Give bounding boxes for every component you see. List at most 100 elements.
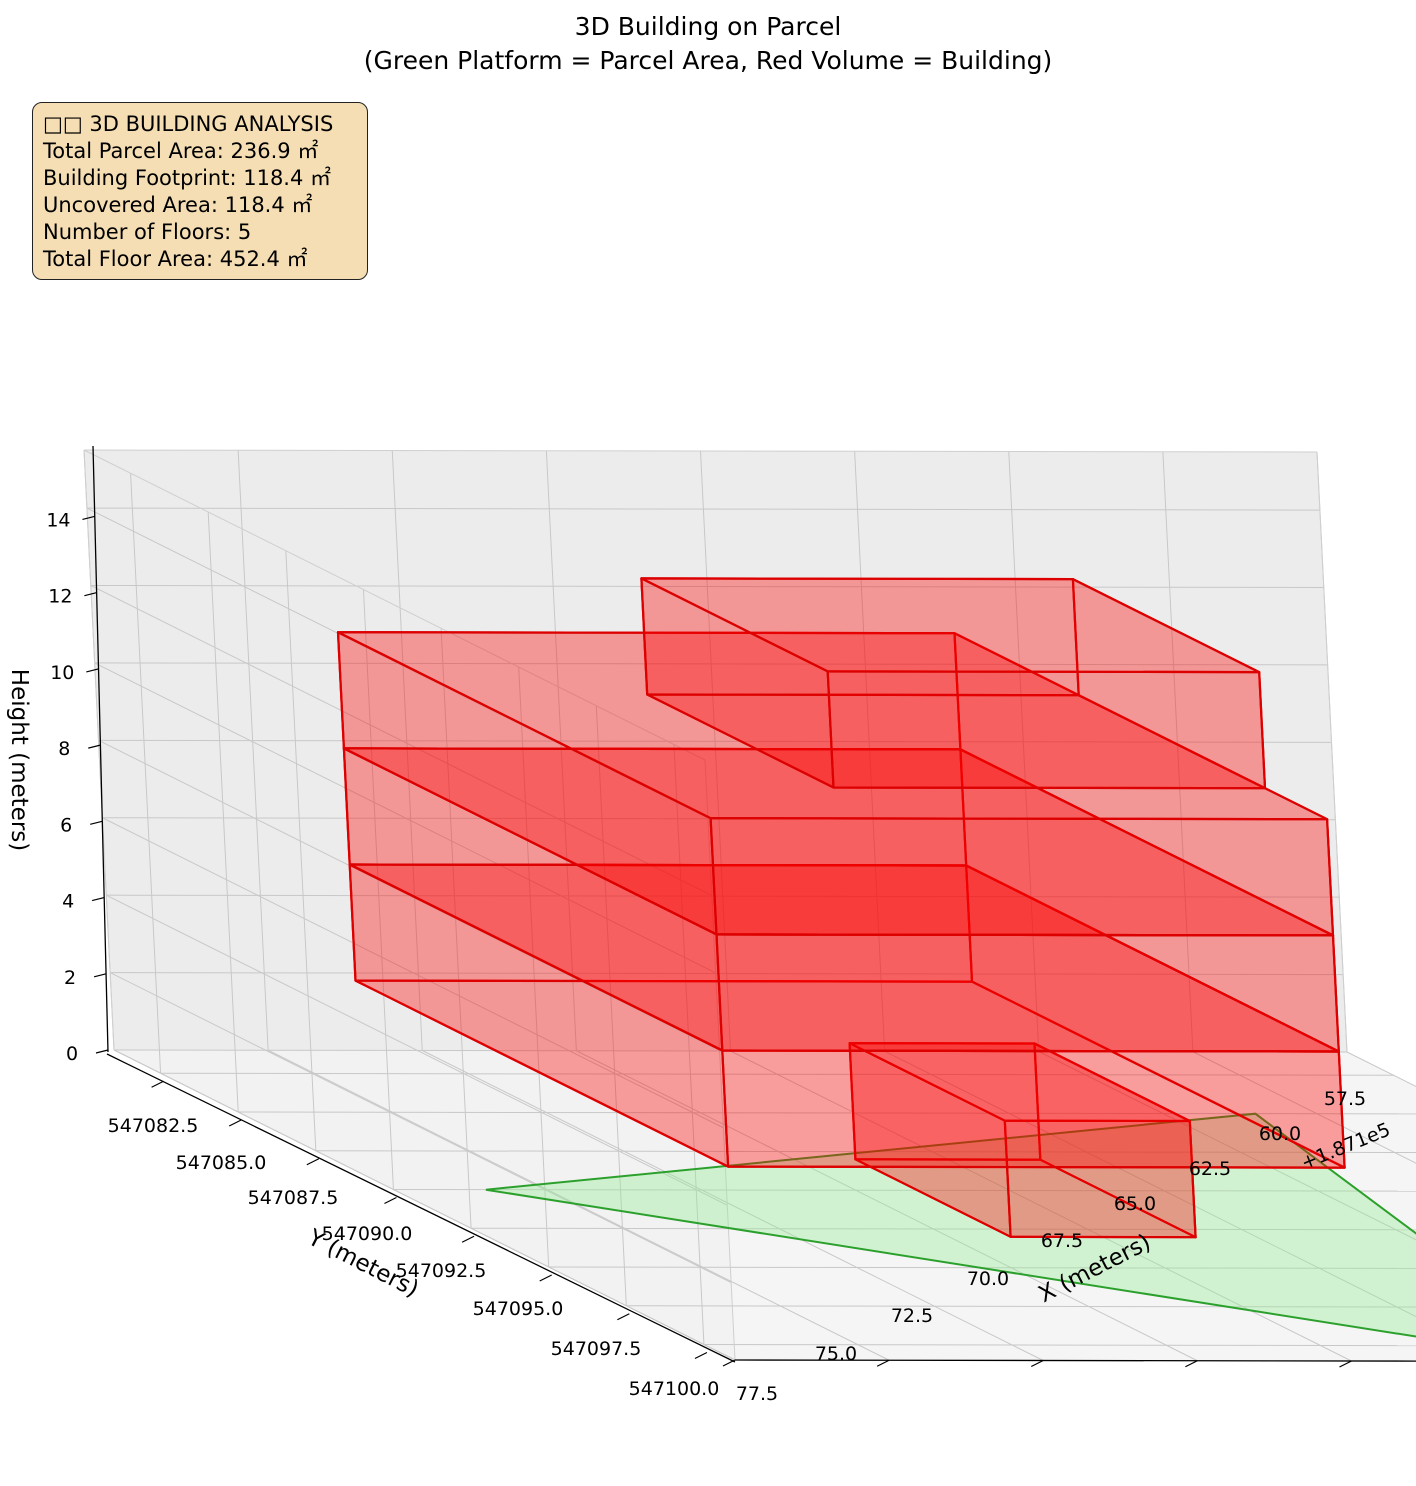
- y-gridline-floor: [393, 1189, 1416, 1192]
- z-tick-mark: [90, 820, 103, 825]
- y-tick-label: 547087.5: [248, 1187, 339, 1209]
- x-tick-mark: [1185, 1360, 1198, 1368]
- floor-3-face-4: [715, 933, 1340, 1053]
- z-axis-line: [92, 445, 109, 1053]
- x-tick-label: 65.0: [1114, 1193, 1156, 1215]
- z-tick-mark: [95, 1049, 109, 1054]
- z-gridline-left: [109, 972, 732, 1284]
- x-tick-mark: [1030, 1359, 1044, 1368]
- z-tick-label: 2: [64, 967, 76, 989]
- y-tick-label: 547092.5: [396, 1260, 487, 1282]
- z-gridline-left: [106, 894, 728, 1206]
- x-gridline-wall: [545, 450, 577, 1051]
- x-tick-label: 77.5: [736, 1383, 778, 1405]
- z-tick-mark: [93, 973, 107, 978]
- x-tick-label: 75.0: [815, 1343, 857, 1365]
- pane-edge: [83, 449, 1318, 453]
- floor-5-face-5: [640, 577, 1261, 674]
- building-floor-4: [336, 631, 1335, 937]
- info-number-of-floors: Number of Floors: 5: [43, 220, 252, 244]
- z-tick-label: 14: [46, 509, 70, 531]
- y-gridline-floor: [626, 1305, 1416, 1308]
- y-tick-mark: [694, 1351, 708, 1360]
- building-floor-5: [640, 577, 1267, 790]
- chart-subtitle: (Green Platform = Parcel Area, Red Volum…: [363, 46, 1053, 75]
- z-tick-label: 6: [60, 814, 72, 836]
- x-gridline-wall: [700, 450, 731, 1052]
- floor-5-face-4: [826, 670, 1267, 790]
- y-tick-label: 547085.0: [176, 1152, 267, 1174]
- y-tick-mark: [228, 1119, 242, 1127]
- z-gridline-left: [90, 585, 712, 896]
- pane-edge: [83, 449, 706, 761]
- parcel-platform: [485, 1112, 1416, 1338]
- y-tick-label: 547097.5: [551, 1338, 642, 1360]
- x-gridline-floor: [1192, 1051, 1416, 1164]
- x-gridline-wall: [237, 450, 269, 1051]
- pane-edge: [1316, 451, 1348, 1053]
- x-gridline-floor: [422, 1050, 1044, 1361]
- x-gridline-wall: [854, 451, 886, 1052]
- x-gridline-wall: [1162, 451, 1194, 1052]
- x-tick-label: 62.5: [1189, 1158, 1231, 1180]
- z-tick-mark: [86, 668, 99, 673]
- parcel-layer: [485, 1112, 1416, 1338]
- z-tick-label: 4: [62, 891, 74, 913]
- y-tick-mark: [461, 1235, 475, 1243]
- floor-1-face-5: [848, 1042, 1191, 1123]
- building-floor-2: [348, 863, 1346, 1169]
- y-tick-mark: [539, 1274, 552, 1282]
- x-tick-label: 57.5: [1324, 1088, 1366, 1110]
- info-total-floor-area: Total Floor Area: 452.4 ㎡: [43, 247, 308, 271]
- x-tick-mark: [1339, 1360, 1352, 1368]
- z-tick-label: 0: [66, 1043, 78, 1065]
- x-gridline-floor: [1038, 1051, 1416, 1241]
- y-gridline-wall: [518, 666, 550, 1268]
- x-tick-label: 60.0: [1259, 1123, 1301, 1145]
- y-tick-mark: [617, 1313, 630, 1321]
- y-tick-mark: [384, 1196, 397, 1205]
- z-gridline-right: [90, 584, 1324, 588]
- z-tick-mark: [82, 515, 95, 521]
- y-gridline-wall: [207, 511, 239, 1113]
- z-gridline-right: [94, 662, 1328, 666]
- y-gridline-wall: [673, 744, 705, 1345]
- z-axis-label: Height (meters): [6, 669, 32, 851]
- y-tick-mark: [151, 1080, 164, 1088]
- y-tick-label: 547095.0: [473, 1298, 564, 1320]
- chart-title: 3D Building on Parcel: [574, 12, 842, 41]
- z-gridline-left: [102, 817, 724, 1129]
- y-axis-line: [106, 1053, 736, 1363]
- y-gridline-floor: [471, 1227, 1416, 1231]
- x-tick-label: 72.5: [891, 1305, 933, 1327]
- x-tick-mark: [876, 1359, 890, 1367]
- info-building-footprint: Building Footprint: 118.4 ㎡: [43, 166, 332, 190]
- z-tick-label: 10: [50, 662, 74, 684]
- z-tick-label: 12: [48, 586, 72, 608]
- x-tick-label: 67.5: [1041, 1230, 1083, 1252]
- z-gridline-left: [94, 662, 716, 974]
- y-gridline-wall: [362, 589, 394, 1190]
- info-uncovered-area: Uncovered Area: 118.4 ㎡: [43, 193, 313, 217]
- info-total-parcel-area: Total Parcel Area: 236.9 ㎡: [43, 139, 319, 163]
- z-gridline-left: [113, 1049, 736, 1361]
- x-tick-label: 70.0: [967, 1268, 1009, 1290]
- z-gridline-right: [106, 894, 1340, 898]
- y-gridline-floor: [160, 1072, 1394, 1076]
- y-gridline-floor: [238, 1111, 1416, 1115]
- z-gridline-right: [110, 972, 1344, 976]
- building-floor-1: [848, 1042, 1197, 1239]
- y-gridline-wall: [595, 705, 627, 1306]
- z-tick-mark: [91, 896, 105, 902]
- building-layer: [336, 577, 1346, 1239]
- y-gridline-floor: [548, 1266, 1416, 1269]
- y-tick-label: 547100.0: [629, 1378, 720, 1400]
- x-tick-mark: [722, 1359, 736, 1367]
- y-gridline-wall: [130, 473, 162, 1074]
- z-gridline-right: [86, 507, 1320, 511]
- y-tick-label: 547090.0: [322, 1223, 413, 1245]
- floor-4-face-4: [709, 817, 1335, 937]
- x-gridline-wall: [1008, 451, 1040, 1052]
- z-tick-mark: [84, 592, 97, 597]
